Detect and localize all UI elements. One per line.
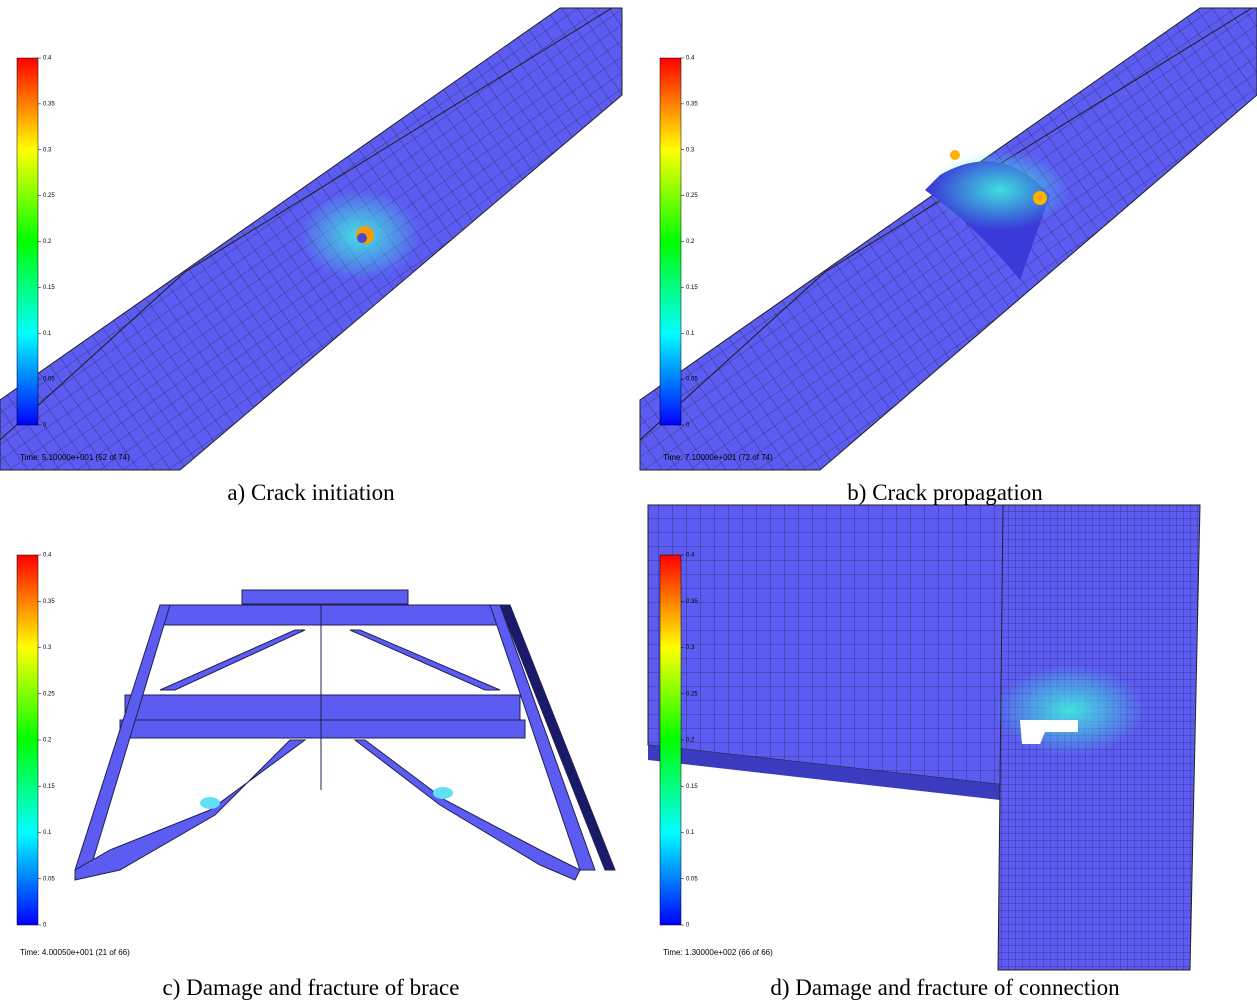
colorbar-tick-label: 0.35 — [43, 101, 55, 107]
colorbar — [660, 555, 681, 925]
colorbar-tick-label: 0.15 — [43, 784, 55, 790]
time-label: Time: 4.00050e+001 (21 of 66) — [20, 948, 130, 957]
colorbar-tick-label: 0.1 — [686, 331, 695, 337]
colorbar-tick-label: 0.3 — [686, 147, 695, 153]
colorbar-tick-label: 0.3 — [43, 645, 52, 651]
caption: d) Damage and fracture of connection — [770, 975, 1120, 1000]
colorbar-tick-label: 0.1 — [686, 830, 695, 836]
colorbar-tick-label: 0.25 — [686, 193, 698, 199]
colorbar-tick-label: 0.35 — [43, 599, 55, 605]
colorbar-tick-label: 0.4 — [43, 553, 52, 559]
colorbar-tick-label: 0.3 — [686, 645, 695, 651]
panel-b-model — [640, 8, 1257, 470]
caption: c) Damage and fracture of brace — [163, 975, 460, 1000]
time-label: Time: 1.30000e+002 (66 of 66) — [663, 948, 773, 957]
colorbar-tick-label: 0.4 — [686, 553, 695, 559]
time-label: Time: 5.10000e+001 (52 of 74) — [20, 453, 130, 462]
colorbar-tick-label: 0.15 — [686, 285, 698, 291]
colorbar-tick-label: 0.25 — [43, 193, 55, 199]
colorbar-tick-label: 0.05 — [686, 377, 698, 383]
colorbar-tick-label: 0.2 — [686, 738, 695, 744]
colorbar-tick-label: 0.15 — [43, 285, 55, 291]
colorbar — [660, 58, 681, 425]
colorbar-tick-label: 0.4 — [686, 56, 695, 62]
colorbar-tick-label: 0.2 — [43, 239, 52, 245]
colorbar-tick-label: 0.35 — [686, 599, 698, 605]
colorbar-tick-label: 0.2 — [686, 239, 695, 245]
colorbar-tick-label: 0 — [686, 923, 690, 929]
colorbar-tick-label: 0.35 — [686, 101, 698, 107]
colorbar-tick-label: 0 — [43, 923, 47, 929]
panel-d-model — [648, 505, 1200, 970]
panel-a-model — [0, 8, 622, 470]
panel-c-model — [75, 590, 615, 880]
colorbar — [17, 555, 38, 925]
colorbar-tick-label: 0.05 — [686, 876, 698, 882]
colorbar-tick-label: 0.1 — [43, 830, 52, 836]
colorbar-tick-label: 0.2 — [43, 738, 52, 744]
colorbar-tick-label: 0.05 — [43, 377, 55, 383]
caption: a) Crack initiation — [227, 480, 395, 505]
time-label: Time: 7.10000e+001 (72 of 74) — [663, 453, 773, 462]
colorbar-tick-label: 0.3 — [43, 147, 52, 153]
caption: b) Crack propagation — [847, 480, 1043, 505]
colorbar-tick-label: 0.25 — [43, 691, 55, 697]
colorbar — [17, 58, 38, 425]
colorbar-tick-label: 0.25 — [686, 691, 698, 697]
colorbar-tick-label: 0.05 — [43, 876, 55, 882]
colorbar-tick-label: 0.15 — [686, 784, 698, 790]
colorbar-tick-label: 0.1 — [43, 331, 52, 337]
colorbar-tick-label: 0.4 — [43, 56, 52, 62]
figure: a) Crack initiation b) Crack propagation… — [0, 0, 1257, 1008]
